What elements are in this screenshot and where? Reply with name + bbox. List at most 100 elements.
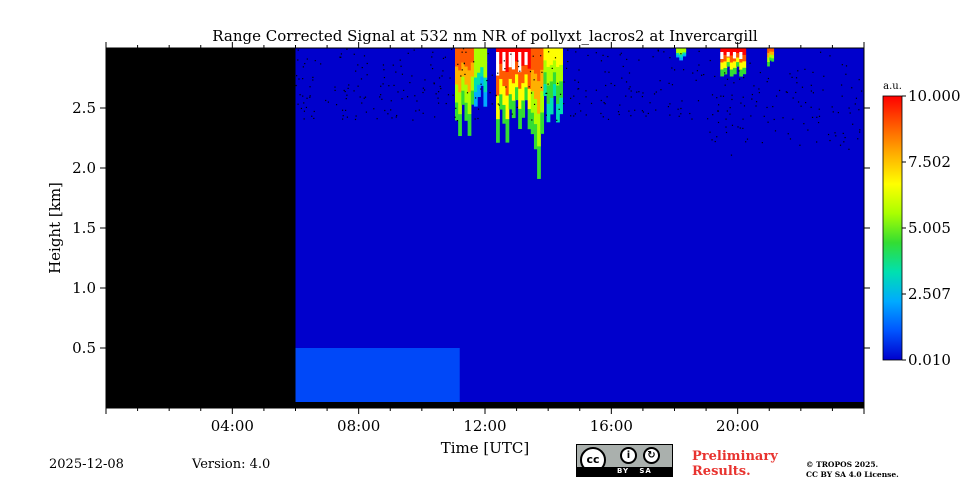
- noise-pixel: [339, 56, 341, 58]
- noise-pixel: [309, 86, 311, 88]
- x-tick-label: 04:00: [211, 417, 254, 435]
- saturated-signal: [732, 52, 737, 59]
- cloud-streak-segment: [483, 48, 488, 64]
- cloud-streak-segment: [540, 111, 545, 134]
- noise-pixel: [733, 82, 735, 84]
- noise-pixel: [659, 80, 661, 82]
- noise-pixel: [359, 96, 361, 98]
- noise-pixel: [595, 89, 597, 91]
- x-axis: 04:00 08:00 12:00 16:00 20:00: [105, 42, 865, 435]
- noise-pixel: [573, 115, 575, 117]
- noise-pixel: [772, 105, 774, 108]
- cloud-streak-segment: [467, 91, 472, 115]
- cloud-streak-segment: [556, 66, 560, 86]
- cloud-streak-segment: [552, 83, 557, 97]
- cloud-streak-segment: [533, 73, 538, 99]
- cloud-streak-segment: [556, 84, 560, 104]
- noise-pixel: [343, 89, 345, 92]
- noise-pixel: [563, 103, 565, 105]
- cloud-streak-segment: [524, 86, 529, 101]
- noise-pixel: [725, 126, 727, 128]
- cloud-streak-segment: [508, 93, 513, 110]
- noise-pixel: [353, 90, 355, 92]
- noise-pixel: [617, 111, 620, 113]
- cloud-streak-segment: [515, 60, 519, 75]
- noise-pixel: [325, 99, 327, 102]
- cc-license-badge: cc i ↻ BY SA: [576, 444, 673, 477]
- noise-pixel: [816, 141, 818, 143]
- cloud-streak-segment: [464, 66, 469, 85]
- preliminary-line-1: Preliminary: [692, 449, 778, 464]
- colorbar-scale: [882, 95, 903, 361]
- noise-pixel: [775, 95, 778, 97]
- cloud-streak-segment: [530, 112, 535, 135]
- cloud-streak-segment: [458, 69, 462, 93]
- cloud-streak-segment: [464, 84, 469, 103]
- noise-pixel: [841, 95, 843, 97]
- noise-pixel: [390, 109, 392, 111]
- cloud-streak-segment: [511, 100, 516, 119]
- noise-pixel: [487, 53, 489, 55]
- noise-pixel: [811, 116, 814, 118]
- noise-pixel: [848, 148, 850, 150]
- noise-pixel: [498, 104, 500, 106]
- y-tick-label: 2.0: [72, 159, 96, 177]
- noise-pixel: [438, 77, 441, 79]
- noise-pixel: [395, 71, 397, 73]
- noise-pixel: [810, 84, 812, 86]
- noise-pixel: [442, 57, 445, 59]
- noise-pixel: [817, 121, 820, 124]
- noise-pixel: [510, 53, 512, 55]
- noise-pixel: [567, 60, 569, 63]
- noise-pixel: [698, 50, 700, 52]
- noise-pixel: [545, 114, 547, 116]
- noise-pixel: [789, 138, 792, 140]
- noise-pixel: [742, 118, 744, 120]
- noise-pixel: [638, 59, 640, 61]
- cloud-streak-segment: [546, 84, 551, 104]
- noise-pixel: [430, 64, 432, 66]
- cloud-streak-segment: [537, 113, 541, 147]
- noise-pixel: [610, 82, 612, 85]
- noise-pixel: [655, 109, 657, 111]
- cloud-streak-segment: [676, 48, 680, 51]
- saturated-signal: [720, 52, 725, 59]
- noise-pixel: [519, 70, 521, 72]
- cloud-streak-segment: [676, 54, 680, 58]
- noise-pixel: [491, 103, 493, 105]
- cloud-streak-segment: [543, 48, 548, 61]
- noise-pixel: [845, 73, 847, 75]
- noise-pixel: [387, 113, 389, 115]
- noise-pixel: [837, 111, 839, 114]
- noise-pixel: [577, 88, 579, 90]
- cloud-streak-segment: [505, 95, 510, 120]
- noise-pixel: [445, 102, 447, 105]
- noise-pixel: [848, 107, 850, 109]
- saturated-signal: [496, 52, 500, 76]
- noise-pixel: [406, 96, 409, 98]
- noise-pixel: [745, 141, 747, 143]
- cloud-streak-segment: [470, 62, 475, 77]
- noise-pixel: [660, 89, 662, 91]
- noise-pixel: [692, 72, 694, 74]
- cloud-streak-segment: [496, 71, 500, 96]
- noise-pixel: [834, 132, 836, 134]
- noise-pixel: [355, 70, 357, 72]
- noise-pixel: [691, 118, 693, 120]
- noise-pixel: [716, 136, 718, 138]
- noise-pixel: [829, 55, 831, 57]
- noise-pixel: [766, 106, 768, 109]
- noise-pixel: [680, 53, 682, 55]
- cloud-event: [767, 48, 775, 67]
- noise-pixel: [365, 111, 367, 113]
- ground-strip: [295, 402, 864, 408]
- noise-pixel: [407, 52, 409, 54]
- noise-pixel: [717, 110, 719, 112]
- noise-pixel: [671, 67, 673, 69]
- cloud-streak-segment: [533, 48, 538, 74]
- noise-pixel: [422, 91, 424, 94]
- noise-pixel: [755, 105, 757, 107]
- noise-pixel: [434, 116, 436, 118]
- noise-pixel: [396, 114, 398, 117]
- y-tick-label: 1.0: [72, 279, 96, 297]
